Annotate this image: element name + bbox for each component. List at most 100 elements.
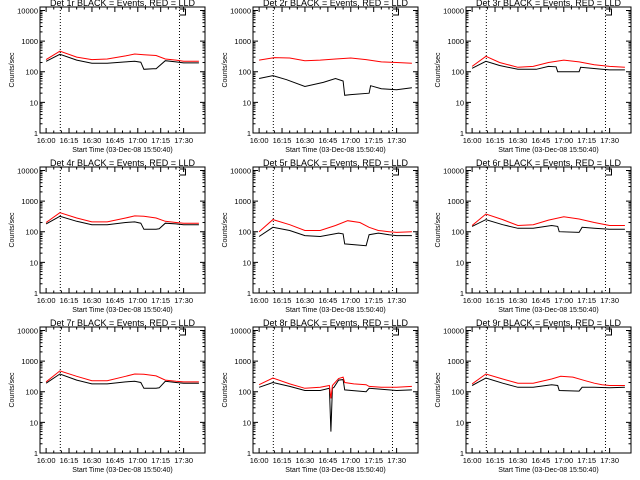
chart-title: Det 8r BLACK = Events, RED = LLD bbox=[263, 318, 409, 328]
y-tick-label: 1 bbox=[460, 129, 464, 138]
y-tick-label: 100 bbox=[238, 388, 251, 397]
plot-frame bbox=[39, 6, 206, 134]
y-axis-label: Counts/sec bbox=[435, 52, 442, 88]
x-tick-label: 17:30 bbox=[600, 296, 619, 305]
x-tick-label: 17:15 bbox=[577, 136, 596, 145]
series-line-lld bbox=[45, 50, 199, 62]
y-tick-label: 1000 bbox=[234, 357, 251, 366]
chart-title: Det 5r BLACK = Events, RED = LLD bbox=[263, 158, 409, 168]
x-tick-label: 16:45 bbox=[318, 136, 337, 145]
series-line-lld bbox=[258, 219, 412, 233]
x-tick-label: 16:15 bbox=[273, 136, 292, 145]
detector-panel-2: Det 2r BLACK = Events, RED = LLD 1 10 100 10… bbox=[222, 0, 419, 154]
y-tick-label: 100 bbox=[451, 68, 464, 77]
x-tick-label: 16:15 bbox=[60, 456, 79, 465]
chart-title: Det 7r BLACK = Events, RED = LLD bbox=[50, 318, 196, 328]
marker-flag bbox=[605, 8, 612, 16]
x-tick-label: 17:00 bbox=[554, 296, 573, 305]
y-tick-label: 10 bbox=[243, 418, 251, 427]
y-axis-label: Counts/sec bbox=[435, 372, 442, 408]
plot-frame bbox=[465, 166, 632, 294]
y-axis-label: Counts/sec bbox=[9, 212, 16, 248]
series-line-events bbox=[471, 377, 625, 392]
chart-title: Det 4r BLACK = Events, RED = LLD bbox=[50, 158, 196, 168]
x-tick-label: 17:15 bbox=[364, 296, 383, 305]
y-tick-label: 1 bbox=[247, 449, 251, 458]
x-tick-label: 17:30 bbox=[174, 456, 193, 465]
series-line-events bbox=[258, 226, 412, 247]
chart-title: Det 1r BLACK = Events, RED = LLD bbox=[50, 0, 196, 8]
x-tick-label: 17:00 bbox=[128, 136, 147, 145]
y-tick-label: 1 bbox=[34, 289, 38, 298]
x-axis-label: Start Time (03-Dec-08 15:50:40) bbox=[72, 307, 172, 314]
y-tick-label: 10000 bbox=[17, 326, 38, 335]
marker-flag bbox=[605, 168, 612, 176]
series-line-lld bbox=[259, 57, 412, 64]
x-tick-label: 16:00 bbox=[37, 296, 56, 305]
x-tick-label: 17:00 bbox=[341, 456, 360, 465]
marker-flag bbox=[392, 168, 399, 176]
x-tick-label: 16:30 bbox=[509, 296, 528, 305]
series-line-events bbox=[258, 379, 412, 432]
y-tick-label: 100 bbox=[238, 228, 251, 237]
y-tick-label: 10 bbox=[243, 258, 251, 267]
x-tick-label: 17:30 bbox=[387, 296, 406, 305]
marker-flag bbox=[179, 8, 186, 16]
x-tick-label: 16:45 bbox=[105, 136, 124, 145]
x-tick-label: 16:00 bbox=[463, 296, 482, 305]
x-tick-label: 16:30 bbox=[83, 136, 102, 145]
y-tick-label: 1000 bbox=[21, 37, 38, 46]
y-tick-label: 1 bbox=[247, 289, 251, 298]
x-tick-label: 16:30 bbox=[509, 456, 528, 465]
x-tick-label: 16:45 bbox=[105, 296, 124, 305]
detector-panel-6: Det 6r BLACK = Events, RED = LLD 1 10 100 10… bbox=[435, 158, 632, 314]
y-tick-label: 1000 bbox=[234, 197, 251, 206]
series-line-lld bbox=[471, 373, 625, 386]
y-tick-label: 1000 bbox=[21, 357, 38, 366]
detector-panel-1: Det 1r BLACK = Events, RED = LLD 1 10 100 10… bbox=[9, 0, 206, 154]
x-axis-label: Start Time (03-Dec-08 15:50:40) bbox=[498, 467, 598, 474]
x-tick-label: 16:45 bbox=[105, 456, 124, 465]
plot-frame bbox=[252, 166, 419, 294]
series-line-events bbox=[471, 60, 625, 73]
series-line-lld bbox=[258, 376, 412, 399]
marker-flag bbox=[179, 168, 186, 176]
x-tick-label: 17:30 bbox=[387, 136, 406, 145]
x-tick-label: 16:15 bbox=[273, 456, 292, 465]
marker-flag bbox=[605, 328, 612, 336]
y-tick-label: 10 bbox=[456, 418, 464, 427]
x-tick-label: 17:15 bbox=[151, 456, 170, 465]
x-tick-label: 17:15 bbox=[364, 456, 383, 465]
y-tick-label: 10 bbox=[30, 258, 38, 267]
y-tick-label: 10000 bbox=[230, 6, 251, 15]
x-axis-label: Start Time (03-Dec-08 15:50:40) bbox=[498, 307, 598, 314]
x-axis-label: Start Time (03-Dec-08 15:50:40) bbox=[285, 147, 385, 154]
x-tick-label: 17:00 bbox=[554, 136, 573, 145]
x-tick-label: 16:30 bbox=[83, 296, 102, 305]
x-tick-label: 16:00 bbox=[250, 456, 269, 465]
y-tick-label: 10000 bbox=[443, 166, 464, 175]
plot-frame bbox=[39, 326, 206, 454]
y-tick-label: 100 bbox=[451, 228, 464, 237]
x-tick-label: 17:15 bbox=[577, 456, 596, 465]
x-tick-label: 17:00 bbox=[128, 456, 147, 465]
y-tick-label: 10 bbox=[30, 98, 38, 107]
y-tick-label: 100 bbox=[25, 388, 38, 397]
y-tick-label: 10 bbox=[243, 98, 251, 107]
x-tick-label: 17:15 bbox=[364, 136, 383, 145]
series-line-lld bbox=[471, 213, 625, 227]
plot-frame bbox=[252, 6, 419, 134]
y-tick-label: 10000 bbox=[230, 326, 251, 335]
y-tick-label: 100 bbox=[25, 228, 38, 237]
x-tick-label: 16:00 bbox=[463, 456, 482, 465]
x-tick-label: 17:15 bbox=[577, 296, 596, 305]
detector-panel-3: Det 3r BLACK = Events, RED = LLD 1 10 100 10… bbox=[435, 0, 632, 154]
x-axis-label: Start Time (03-Dec-08 15:50:40) bbox=[72, 467, 172, 474]
y-tick-label: 10000 bbox=[443, 326, 464, 335]
x-tick-label: 16:00 bbox=[250, 136, 269, 145]
series-line-events bbox=[45, 215, 199, 230]
x-tick-label: 16:30 bbox=[296, 136, 315, 145]
x-tick-label: 16:45 bbox=[531, 136, 550, 145]
y-axis-label: Counts/sec bbox=[9, 372, 16, 408]
